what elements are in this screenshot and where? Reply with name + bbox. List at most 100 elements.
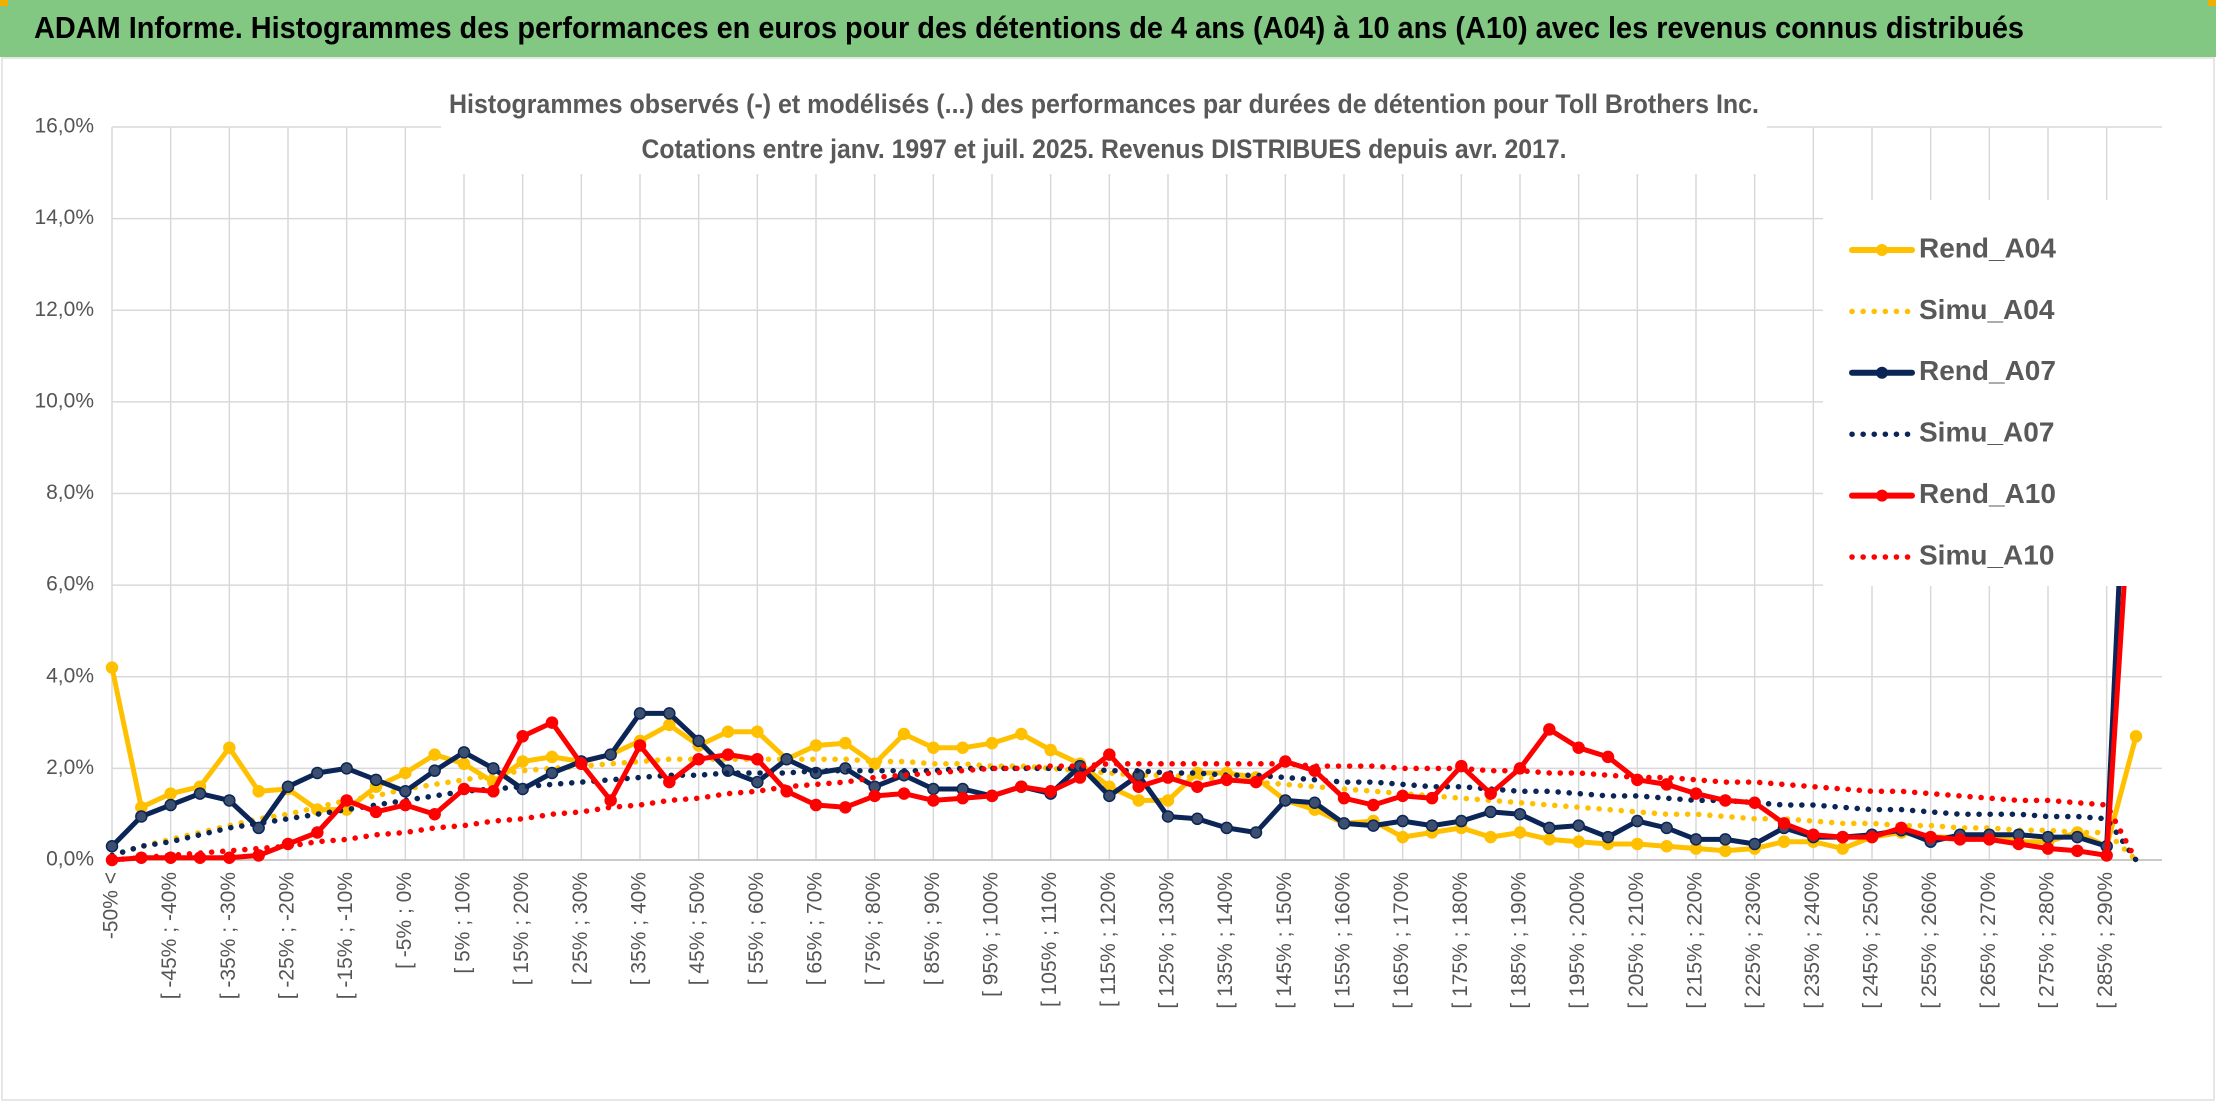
x-tick-label: [ 285% ; 290%	[2094, 872, 2117, 1009]
series-marker	[1161, 810, 1175, 823]
series-marker	[1543, 833, 1556, 846]
series-marker	[399, 785, 412, 798]
x-tick-label: [ 115% ; 120%	[1097, 872, 1120, 1007]
series-marker	[1719, 833, 1732, 846]
series-marker	[1660, 778, 1673, 791]
x-tick-label: [ 135% ; 140%	[1214, 872, 1237, 1009]
series-marker	[457, 746, 471, 759]
y-tick-label: 6,0%	[46, 573, 94, 596]
series-marker	[839, 736, 852, 750]
x-tick-label: [ -15% ; -10%	[334, 872, 357, 999]
x-tick-label: [ 175% ; 180%	[1449, 872, 1472, 1009]
series-marker	[193, 787, 207, 800]
x-tick-label: [ -5% ; 0%	[393, 872, 416, 969]
series-marker	[1865, 830, 1879, 844]
series-marker	[2129, 730, 2143, 743]
series-marker	[1660, 821, 1673, 835]
x-tick-label: [ 145% ; 150%	[1273, 872, 1296, 1009]
series-marker	[1103, 748, 1116, 761]
series-marker	[164, 798, 177, 812]
series-marker	[2071, 844, 2084, 858]
series-marker	[252, 849, 265, 862]
series-marker	[516, 755, 529, 768]
series-marker	[1337, 791, 1351, 805]
series-marker	[487, 785, 500, 798]
x-tick-label: [ 75% ; 80%	[862, 872, 885, 985]
chart-frame	[1, 57, 2215, 1101]
series-marker	[1279, 794, 1292, 807]
legend-marker	[1876, 489, 1888, 502]
y-tick-label: 4,0%	[46, 664, 94, 687]
series-marker	[252, 785, 265, 798]
series-marker	[1807, 828, 1820, 842]
series-marker	[1484, 787, 1497, 800]
series-marker	[1748, 837, 1761, 851]
series-marker	[369, 773, 383, 787]
y-tick-label: 16,0%	[34, 115, 94, 138]
series-marker	[1337, 817, 1351, 830]
series-marker	[428, 764, 441, 777]
x-tick-label: [ -25% ; -20%	[276, 872, 299, 999]
series-marker	[1572, 819, 1585, 832]
series-marker	[545, 716, 559, 729]
series-marker	[281, 780, 295, 793]
series-marker	[1689, 787, 1703, 800]
series-marker	[1308, 796, 1321, 809]
series-marker	[927, 794, 940, 807]
series-marker	[1396, 814, 1409, 828]
series-marker	[340, 794, 353, 807]
corner	[2208, 0, 2216, 6]
series-marker	[399, 798, 412, 812]
series-marker	[1367, 819, 1380, 832]
series-marker	[663, 707, 676, 720]
series-marker	[985, 789, 999, 803]
y-tick-label: 12,0%	[34, 298, 94, 321]
series-marker	[956, 741, 969, 755]
series-marker	[1660, 840, 1673, 853]
series-marker	[1601, 830, 1615, 844]
series-marker	[897, 787, 911, 800]
series-marker	[1396, 789, 1409, 803]
series-marker	[1924, 830, 1937, 844]
legend-label: Rend_A04	[1919, 232, 2056, 263]
corner	[0, 0, 8, 6]
series-marker	[1543, 723, 1556, 736]
series-marker	[1895, 821, 1908, 835]
x-tick-label: [ 275% ; 280%	[2036, 872, 2059, 1009]
y-tick-label: 8,0%	[46, 481, 94, 504]
series-marker	[428, 748, 441, 761]
series-marker	[1689, 833, 1703, 846]
chart-title: Histogrammes observés (-) et modélisés (…	[449, 89, 1759, 119]
series-marker	[692, 752, 705, 766]
x-tick-label: [ 45% ; 50%	[686, 872, 709, 985]
series-marker	[1220, 821, 1233, 835]
series-marker	[1631, 814, 1644, 828]
y-tick-label: 10,0%	[34, 389, 94, 412]
series-marker	[1777, 835, 1791, 848]
x-tick-label: [ 265% ; 270%	[1977, 872, 2000, 1009]
series-marker	[311, 766, 324, 780]
series-marker	[1425, 791, 1439, 805]
series-marker	[1748, 796, 1761, 809]
chart-subtitle: Cotations entre janv. 1997 et juil. 2025…	[642, 134, 1567, 164]
series-marker	[751, 752, 764, 766]
series-marker	[839, 801, 852, 814]
series-marker	[164, 787, 177, 800]
y-tick-label: 0,0%	[46, 848, 94, 871]
legend-label: Rend_A07	[1919, 355, 2056, 386]
series-marker	[663, 775, 676, 789]
series-marker	[1367, 798, 1380, 812]
series-marker	[1161, 794, 1175, 807]
series-marker	[252, 821, 265, 835]
series-marker	[2012, 837, 2025, 851]
series-marker	[457, 782, 471, 796]
series-marker	[1572, 835, 1585, 848]
series-marker	[809, 739, 823, 752]
x-tick-label: [ 85% ; 90%	[921, 872, 944, 985]
y-tick-label: 14,0%	[34, 206, 94, 229]
series-marker	[1191, 812, 1204, 826]
x-tick-label: [ 215% ; 220%	[1684, 872, 1707, 1009]
series-marker	[1249, 826, 1263, 839]
series-marker	[1513, 826, 1527, 839]
